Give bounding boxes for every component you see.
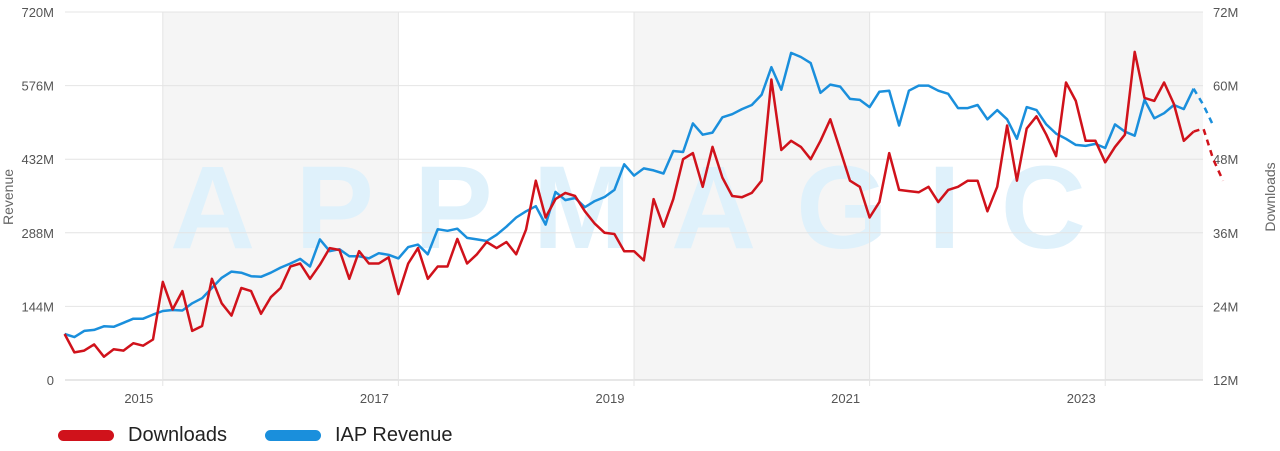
shaded-band-2: [1105, 12, 1203, 380]
left-axis: 0 144M 288M 432M 576M 720M: [21, 5, 54, 388]
right-axis: 12M 24M 36M 48M 60M 72M: [1213, 5, 1238, 388]
right-tick-label: 48M: [1213, 152, 1238, 167]
left-tick-label: 0: [47, 373, 54, 388]
shaded-year-bands: [162, 12, 1203, 380]
left-axis-title: Revenue: [0, 169, 16, 225]
revenue-line: [64, 51, 1195, 339]
revenue-swatch: [264, 430, 321, 441]
right-tick-label: 72M: [1213, 5, 1238, 20]
x-axis: 2015 2017 2019 2021 2023: [124, 391, 1095, 406]
x-tick-label: 2017: [360, 391, 389, 406]
grid-lines: [65, 11, 1203, 386]
x-tick-label: 2015: [124, 391, 153, 406]
legend-label-revenue: IAP Revenue: [334, 424, 453, 446]
left-tick-label: 144M: [21, 299, 54, 314]
right-axis-title: Downloads: [1262, 162, 1278, 231]
downloads-forecast-line: [1193, 126, 1225, 182]
downloads-swatch: [58, 430, 114, 441]
downloads-line: [63, 50, 1195, 358]
left-tick-label: 720M: [21, 5, 54, 20]
legend-item-downloads[interactable]: Downloads: [58, 424, 227, 447]
legend-item-revenue[interactable]: IAP Revenue: [264, 424, 453, 447]
right-tick-label: 60M: [1213, 79, 1238, 94]
x-tick-label: 2021: [831, 391, 860, 406]
legend: Downloads IAP Revenue: [58, 424, 452, 447]
right-tick-label: 24M: [1213, 299, 1238, 314]
right-tick-label: 36M: [1213, 226, 1238, 241]
left-tick-label: 576M: [21, 79, 54, 94]
shaded-band-0: [162, 12, 399, 380]
x-tick-label: 2023: [1067, 391, 1096, 406]
revenue-forecast-line: [1192, 88, 1215, 127]
legend-label-downloads: Downloads: [128, 424, 227, 446]
series-lines: [63, 50, 1225, 358]
left-tick-label: 432M: [21, 152, 54, 167]
x-tick-label: 2019: [596, 391, 625, 406]
right-tick-label: 12M: [1213, 373, 1238, 388]
left-tick-label: 288M: [21, 226, 54, 241]
